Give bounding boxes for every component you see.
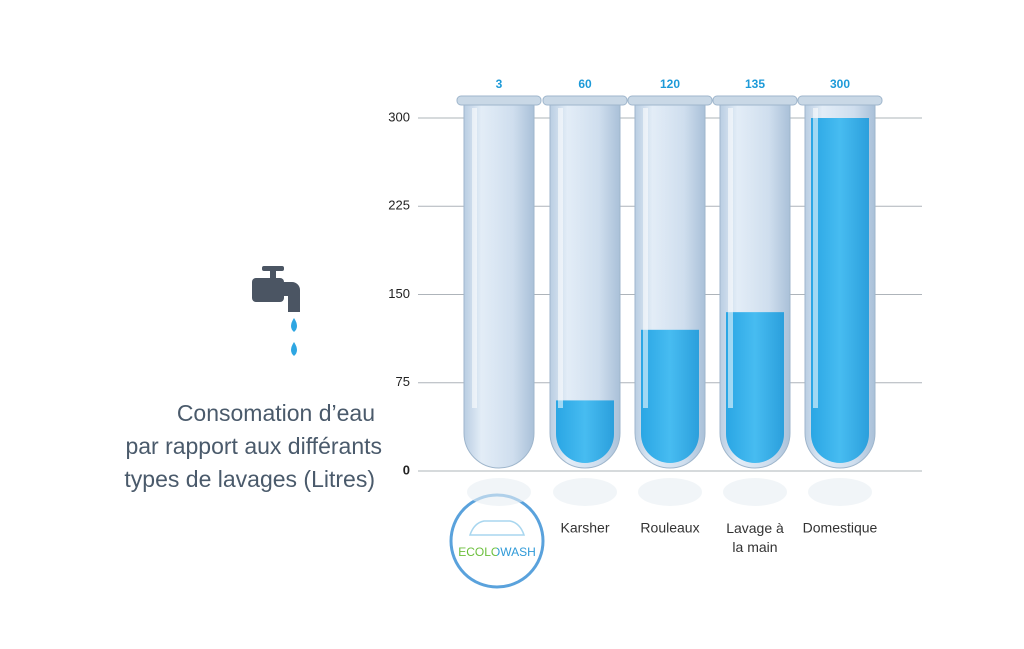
title-line: par rapport aux différants	[125, 433, 382, 459]
tube-highlight	[728, 108, 733, 408]
x-tick-label: Rouleaux	[640, 520, 699, 536]
tube-highlight	[643, 108, 648, 408]
y-tick-label: 150	[388, 286, 410, 301]
tube-reflection	[553, 478, 617, 506]
value-label: 120	[660, 77, 680, 91]
tube-reflection	[808, 478, 872, 506]
ecolowash-logo	[449, 493, 545, 589]
y-tick-label: 225	[388, 198, 410, 213]
y-tick-label: 0	[403, 462, 410, 477]
value-label: 60	[578, 77, 592, 91]
tube-rim	[542, 95, 628, 106]
value-label: 135	[745, 77, 765, 91]
x-tick-label: ECOLOWASH	[458, 545, 536, 559]
tube-reflection	[723, 478, 787, 506]
tube-reflection	[638, 478, 702, 506]
x-tick-label: Karsher	[560, 520, 609, 536]
tube-rim	[456, 95, 542, 106]
tube-rim	[797, 95, 883, 106]
tube-highlight	[813, 108, 818, 408]
tube-highlight	[558, 108, 563, 408]
title-line: Consomation d’eau	[177, 400, 375, 426]
title-line: types de lavages (Litres)	[124, 466, 375, 492]
bar	[811, 118, 869, 463]
tube	[463, 103, 535, 469]
tube-reflection	[467, 478, 531, 506]
title: Consomation d’eau par rapport aux différ…	[124, 400, 382, 492]
y-tick-label: 300	[388, 109, 410, 124]
tube-rim	[712, 95, 798, 106]
y-tick-label: 75	[396, 374, 410, 389]
faucet-icon	[252, 266, 300, 356]
x-tick-label: Lavage à la main	[726, 520, 784, 555]
bar	[641, 329, 699, 463]
tube-rim	[627, 95, 713, 106]
value-label: 300	[830, 77, 850, 91]
bar	[726, 312, 784, 463]
x-tick-label: Domestique	[803, 520, 878, 536]
value-label: 3	[496, 77, 503, 91]
tube-highlight	[472, 108, 477, 408]
tube	[549, 103, 621, 469]
bar	[556, 400, 614, 463]
